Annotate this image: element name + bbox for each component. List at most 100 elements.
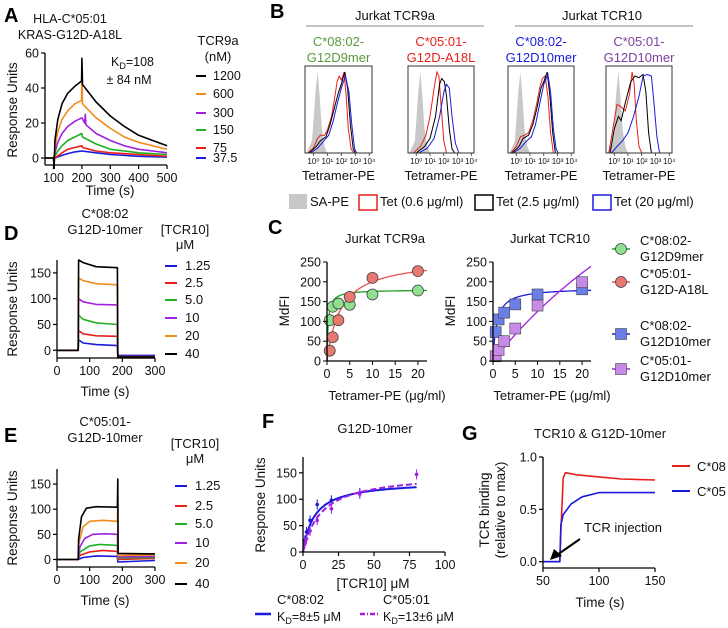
kd-k: K [383, 610, 392, 624]
series-line-2.5 [57, 329, 155, 358]
histogram-sa-pe [306, 72, 328, 153]
legend-label: 5.0 [195, 516, 213, 531]
y-tick-label: 0 [290, 546, 297, 560]
y-tick-label: 250 [466, 256, 487, 270]
x-axis-label: Tetramer-PE [302, 168, 375, 183]
data-point [302, 542, 307, 546]
legend-label: C*05:01 [383, 592, 430, 607]
histogram-curve [310, 74, 358, 154]
x-tick-label: 10⁰ [608, 157, 620, 166]
legend-label: C*08:02 [277, 592, 324, 607]
x-tick-label: 0 [54, 364, 61, 378]
legend-swatch [474, 194, 494, 211]
histogram-frame [605, 65, 673, 154]
legend-title: μM [176, 237, 194, 252]
histogram-title: C*08:02- [515, 34, 566, 49]
x-tick-label: 10³ [452, 157, 464, 166]
legend-marker [615, 328, 627, 340]
x-axis-label: Tetramer-PE (μg/ml) [328, 388, 445, 403]
y-axis-label: Response Units [253, 457, 268, 553]
panel-label: F [262, 411, 274, 433]
data-point [358, 492, 362, 496]
histogram-title: G12D10mer [506, 50, 577, 65]
kd-subscript: D [285, 616, 292, 626]
data-point [315, 502, 320, 507]
x-tick-label: 0 [300, 558, 307, 572]
data-point [304, 530, 309, 534]
y-axis-label: (relative to max) [493, 462, 508, 559]
legend-kd: KD=13±6 μM [383, 610, 454, 626]
y-tick-label: 150 [30, 478, 51, 492]
histogram-title: G12D10mer [604, 50, 675, 65]
x-tick-label: 10⁰ [307, 157, 319, 166]
kd-error: ± 84 nM [106, 73, 151, 87]
data-point [366, 271, 379, 284]
y-tick-label: 100 [276, 493, 297, 507]
data-point [576, 276, 588, 288]
data-point [329, 506, 334, 511]
x-tick-label: 10¹ [322, 157, 334, 166]
y-axis-label: Response Units [5, 261, 20, 357]
legend-title: μM [186, 451, 204, 466]
x-tick-label: 20 [575, 367, 589, 381]
legend-marker [615, 363, 627, 375]
group-title: Jurkat TCR9a [355, 8, 436, 23]
y-tick-label: 50 [37, 318, 51, 332]
data-point [498, 306, 510, 319]
kd-value: =108 [126, 55, 154, 69]
y-tick-label: 100 [300, 315, 321, 329]
y-axis-label: MdFI [277, 296, 292, 327]
x-tick-label: 10² [438, 157, 450, 166]
histogram-title: C*05:01- [613, 34, 664, 49]
legend-label: 75 [213, 141, 227, 155]
histogram-curve [418, 83, 460, 154]
y-tick-label: 100 [30, 503, 51, 517]
histogram-title: G12D9mer [307, 50, 371, 65]
y-axis-label: MdFI [443, 296, 458, 327]
legend-label: 2.5 [195, 498, 213, 513]
legend-label: G12D9mer [640, 249, 704, 264]
data-point [343, 290, 356, 303]
data-point [332, 314, 345, 327]
y-tick-label: 150 [276, 466, 297, 480]
y-axis-label: Response Units [5, 62, 20, 158]
data-point [308, 529, 312, 533]
histogram-title: C*05:01- [415, 34, 466, 49]
arrow-head [550, 549, 562, 560]
histogram-curve [413, 70, 447, 154]
x-tick-label: 75 [403, 558, 417, 572]
y-tick-label: 0.5 [520, 503, 537, 517]
panel-label: B [270, 1, 284, 23]
x-axis-label: Tetramer-PE [405, 168, 478, 183]
legend-label: 1.25 [185, 258, 210, 273]
kd-value: =13±6 μM [398, 610, 454, 624]
x-tick-label: 10³ [349, 157, 361, 166]
legend-label: 20 [185, 328, 199, 343]
data-point [531, 288, 544, 301]
legend-label: C*05:01- [640, 266, 691, 281]
y-axis-label: Response Units [5, 470, 20, 566]
legend-label: C*05 [697, 484, 726, 499]
y-tick-label: 50 [283, 519, 297, 533]
panel-label: C [268, 217, 282, 239]
legend-swatch [592, 194, 612, 211]
x-tick-label: 10⁴ [363, 157, 376, 166]
data-point [412, 265, 424, 278]
x-tick-label: 5 [346, 367, 353, 381]
x-tick-label: 10² [538, 157, 550, 166]
kd-subscript: D [119, 61, 126, 71]
series-line-C*05 [543, 491, 655, 563]
x-tick-label: 50 [536, 574, 550, 588]
legend-label: G12D10mer [640, 334, 711, 349]
x-tick-label: 10¹ [524, 157, 536, 166]
histogram-frame [407, 65, 475, 154]
y-tick-label: 50 [37, 528, 51, 542]
x-tick-label: 100 [79, 573, 100, 587]
x-tick-label: 200 [112, 573, 133, 587]
annotation-text: TCR injection [584, 520, 662, 535]
legend-label: Tet (20 μg/ml) [614, 194, 694, 209]
legend-label: 1200 [213, 69, 241, 83]
x-tick-label: 300 [145, 573, 166, 587]
data-point [308, 518, 312, 523]
series-line-20 [57, 277, 155, 359]
